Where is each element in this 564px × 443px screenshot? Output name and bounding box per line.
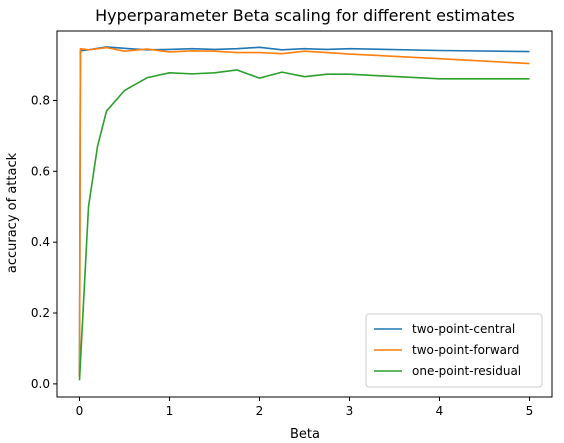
legend-label: two-point-forward — [412, 343, 519, 357]
legend-label: one-point-residual — [412, 364, 521, 378]
y-tick-label: 0.8 — [31, 93, 50, 107]
x-tick-label: 5 — [526, 404, 534, 418]
y-tick-label: 0.2 — [31, 306, 50, 320]
y-tick-label: 0.6 — [31, 164, 50, 178]
legend-label: two-point-central — [412, 322, 515, 336]
y-tick-label: 0.0 — [31, 377, 50, 391]
x-tick-label: 2 — [256, 404, 264, 418]
x-tick-label: 1 — [166, 404, 174, 418]
x-tick-label: 4 — [436, 404, 444, 418]
chart-title: Hyperparameter Beta scaling for differen… — [95, 6, 515, 25]
legend: two-point-central two-point-forward one-po… — [366, 314, 542, 387]
x-tick-label: 3 — [346, 404, 354, 418]
x-axis-label: Beta — [290, 427, 320, 439]
x-tick-label: 0 — [76, 404, 84, 418]
y-tick-label: 0.4 — [31, 235, 50, 249]
y-axis-label: accuracy of attack — [5, 152, 20, 273]
